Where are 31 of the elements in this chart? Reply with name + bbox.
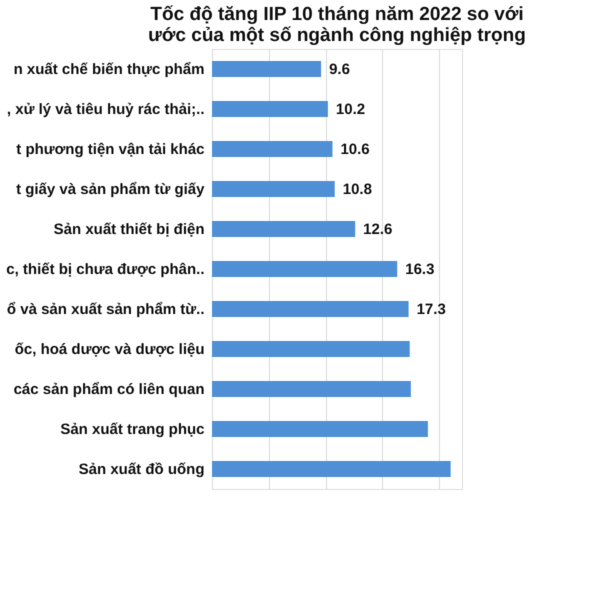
- y-tick-label: Sản xuất đồ uống: [78, 461, 204, 478]
- data-label: 17.3: [416, 301, 446, 318]
- y-tick-label: t phương tiện vận tải khác: [16, 141, 204, 158]
- y-tick-label: các sản phẩm có liên quan: [14, 381, 204, 398]
- bar: [212, 141, 332, 157]
- y-tick-label: ổ và sản xuất sản phẩm từ..: [6, 301, 204, 318]
- y-tick-label: ốc, hoá dược và dược liệu: [14, 341, 204, 358]
- bar: [212, 461, 451, 477]
- data-label: 9.6: [329, 61, 350, 78]
- bar: [212, 301, 409, 317]
- y-tick-label: , xử lý và tiêu huỷ rác thải;..: [6, 101, 204, 118]
- bar: [212, 421, 428, 437]
- text: ước của một số ngành công nghiệp trọng: [148, 25, 526, 46]
- text: Tốc độ tăng IIP 10 tháng năm 2022 so với: [150, 4, 524, 25]
- bar: [212, 221, 356, 237]
- bar: [212, 181, 335, 197]
- data-label: 12.6: [363, 221, 392, 238]
- y-tick-label: Sản xuất thiết bị điện: [54, 221, 204, 238]
- data-label: 10.8: [342, 181, 372, 198]
- bar: [212, 381, 411, 397]
- data-label: 16.3: [405, 261, 434, 278]
- data-label: 10.2: [336, 101, 366, 118]
- data-label: 10.6: [340, 141, 370, 158]
- bar: [212, 101, 328, 117]
- bar: [212, 261, 398, 277]
- y-tick-label: n xuất chế biến thực phẩm: [14, 61, 204, 78]
- y-tick-label: Sản xuất trang phục: [60, 421, 204, 438]
- bar: [212, 61, 322, 77]
- bar: [212, 341, 410, 357]
- y-tick-label: t giấy và sản phẩm từ giấy: [16, 181, 206, 198]
- y-tick-label: c, thiết bị chưa được phân..: [6, 261, 204, 278]
